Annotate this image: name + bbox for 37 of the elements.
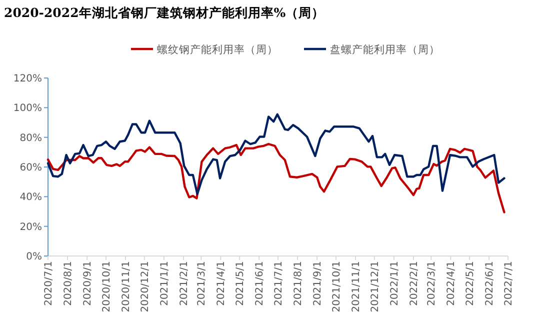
x-tick-label: 2020/7/1 (44, 261, 54, 306)
x-tick-label: 2021/1/1 (159, 261, 170, 306)
y-tick-label: 0% (26, 252, 42, 262)
x-tick-label: 2022/5/1 (465, 261, 476, 306)
x-tick-label: 2022/4/1 (446, 261, 458, 306)
x-tick-label: 2022/2/1 (408, 261, 420, 306)
x-tick-label: 2021/6/1 (254, 261, 266, 306)
x-tick-label: 2021/8/1 (293, 261, 304, 306)
x-tick-label: 2020/9/1 (82, 261, 94, 306)
chart-title: 2020-2022年湖北省钢厂建筑钢材产能利用率%（周） (4, 5, 325, 20)
x-tick-label: 2020/8/1 (63, 261, 74, 306)
y-tick-label: 80% (20, 132, 42, 144)
x-tick-label: 2021/4/1 (216, 261, 228, 306)
x-tick-label: 2020/10/1 (101, 261, 112, 312)
x-tick-label: 2022/6/1 (484, 261, 496, 306)
x-tick-label: 2021/9/1 (312, 261, 324, 306)
line-series (46, 142, 506, 214)
y-tick-label: 60% (20, 162, 42, 174)
x-tick-label: 2021/5/1 (235, 261, 246, 306)
y-tick-label: 100% (13, 103, 42, 114)
x-tick-label: 2021/12/1 (370, 261, 381, 312)
x-tick-label: 2022/1/1 (389, 261, 400, 306)
x-tick-label: 2021/2/1 (178, 261, 190, 306)
legend-label: 螺纹钢产能利用率（周） (157, 43, 278, 56)
legend-label: 盘螺产能利用率（周） (330, 43, 440, 56)
y-tick-label: 120% (13, 74, 42, 84)
x-tick-label: 2021/3/1 (196, 261, 208, 306)
x-tick-label: 2021/10/1 (331, 261, 342, 312)
x-tick-label: 2022/3/1 (426, 261, 438, 306)
y-tick-label: 40% (20, 192, 42, 204)
y-tick-label: 20% (20, 222, 42, 233)
x-tick-label: 2021/11/1 (351, 261, 362, 312)
x-tick-label: 2020/11/1 (121, 261, 132, 312)
x-tick-label: 2021/7/1 (274, 261, 284, 306)
line-series (46, 113, 506, 196)
x-tick-label: 2022/7/1 (504, 261, 514, 306)
x-tick-label: 2020/12/1 (140, 261, 151, 312)
